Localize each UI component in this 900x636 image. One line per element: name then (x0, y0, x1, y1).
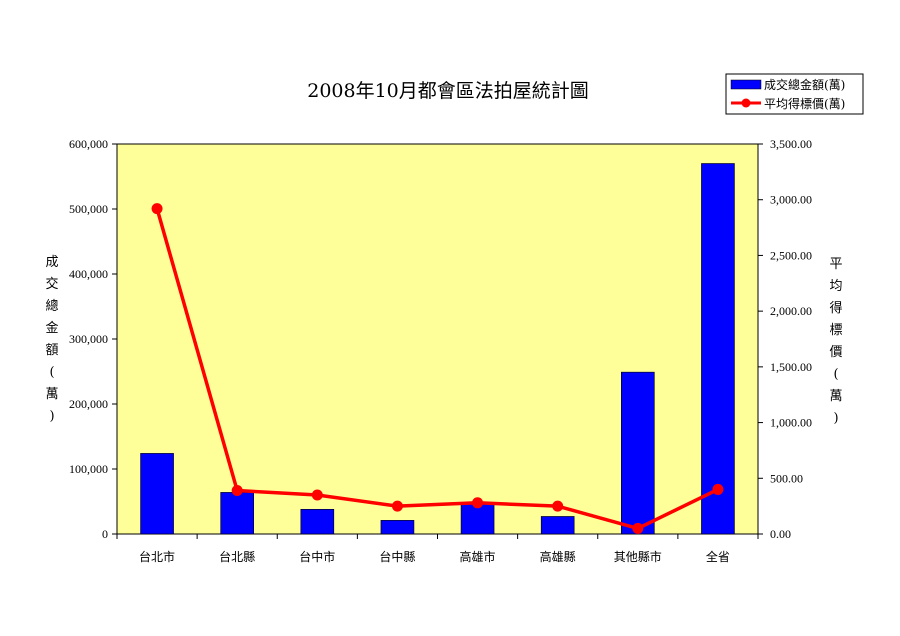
right-axis-title-char: 均 (829, 279, 842, 294)
left-tick-label-5: 500,000 (69, 202, 108, 216)
x-tick-label-3: 台中縣 (379, 549, 415, 564)
bar-4 (460, 503, 495, 535)
series-line-avg-price (155, 208, 719, 531)
legend: 成交總金額(萬) 平均得標價(萬) (725, 73, 864, 115)
legend-bar-label: 成交總金額(萬) (764, 77, 845, 92)
line-point-6 (632, 522, 644, 534)
left-tick-label-1: 100,000 (69, 462, 108, 476)
right-axis-title-char: 價 (829, 345, 842, 360)
right-axis-title-char: 得 (829, 300, 842, 316)
line-layer (151, 203, 724, 534)
left-axis-title-char: 金 (45, 320, 58, 336)
bar-0 (140, 453, 174, 535)
left-axis: 0 100,000 200,000 300,000 400,000 500,000 600,… (69, 137, 117, 541)
plot-area (116, 143, 759, 535)
chart-title: 2008年10月都會區法拍屋統計圖 (307, 80, 589, 102)
x-tick-label-5: 高雄縣 (540, 549, 576, 564)
x-tick-label-0: 台北市 (139, 549, 175, 564)
x-tick-label-1: 台北縣 (219, 549, 255, 564)
left-axis-title-char: 額 (45, 343, 58, 358)
bar-1 (220, 492, 254, 535)
line-point-0 (151, 203, 163, 215)
bar-3 (380, 520, 415, 535)
right-tick-label-7: 3,500.00 (770, 137, 812, 151)
line-point-7 (712, 483, 724, 495)
left-axis-title-char: 總 (45, 298, 58, 314)
right-tick-label-4: 2,000.00 (770, 304, 812, 318)
line-point-3 (391, 500, 403, 512)
left-axis-title: 成交總金額 ( 萬) (45, 255, 58, 424)
right-tick-label-5: 2,500.00 (770, 248, 812, 262)
bar-6 (621, 371, 655, 535)
x-tick-label-2: 台中市 (299, 549, 335, 564)
line-point-4 (472, 497, 484, 509)
left-axis-title-char: 成 (45, 255, 58, 270)
left-axis-title-char: 交 (45, 276, 58, 292)
bar-5 (540, 516, 575, 535)
right-axis-title-char: 萬 (829, 389, 842, 404)
legend-bar-swatch (730, 79, 762, 90)
left-tick-label-6: 600,000 (69, 137, 108, 151)
x-tick-label-6: 其他縣市 (614, 549, 662, 564)
right-tick-label-0: 0.00 (770, 527, 791, 541)
line-point-1 (231, 485, 243, 497)
x-tick-label-7: 全省 (706, 549, 730, 564)
right-axis-title-char: ) (833, 411, 838, 426)
left-tick-label-2: 200,000 (69, 397, 108, 411)
bar-2 (300, 508, 335, 535)
right-axis-title-char: 平 (829, 257, 842, 272)
right-axis: 0.00 500.00 1,000.00 1,500.00 2,000.00 2,500.… (758, 137, 812, 541)
legend-box (725, 73, 864, 115)
right-axis-title-text: 平均得標價 ( 萬) (829, 257, 842, 426)
left-tick-label-0: 0 (102, 527, 108, 541)
left-tick-label-3: 300,000 (69, 332, 108, 346)
right-tick-label-2: 1,000.00 (770, 416, 812, 430)
left-axis-title-text: 成交總金額 ( 萬) (45, 255, 58, 424)
legend-line-marker (741, 98, 751, 108)
x-axis: 台北市 台北縣 台中市 台中縣 高雄市 高雄縣 其他縣市 全省 (116, 534, 759, 564)
left-axis-title-char: ) (49, 409, 54, 424)
line-point-5 (552, 500, 564, 512)
bars-layer (140, 163, 735, 535)
x-tick-label-4: 高雄市 (460, 549, 496, 564)
legend-line-label: 平均得標價(萬) (764, 96, 845, 111)
line-point-2 (311, 489, 323, 501)
bar-7 (701, 163, 735, 535)
left-axis-title-char: 萬 (45, 387, 58, 402)
right-axis-title-char: ( (833, 367, 838, 382)
left-axis-title-char: ( (49, 365, 54, 380)
right-tick-label-6: 3,000.00 (770, 193, 812, 207)
right-tick-label-1: 500.00 (770, 471, 803, 485)
right-axis-title: 平均得標價 ( 萬) (829, 257, 842, 426)
left-tick-label-4: 400,000 (69, 267, 108, 281)
right-tick-label-3: 1,500.00 (770, 360, 812, 374)
right-axis-title-char: 標 (829, 323, 842, 338)
